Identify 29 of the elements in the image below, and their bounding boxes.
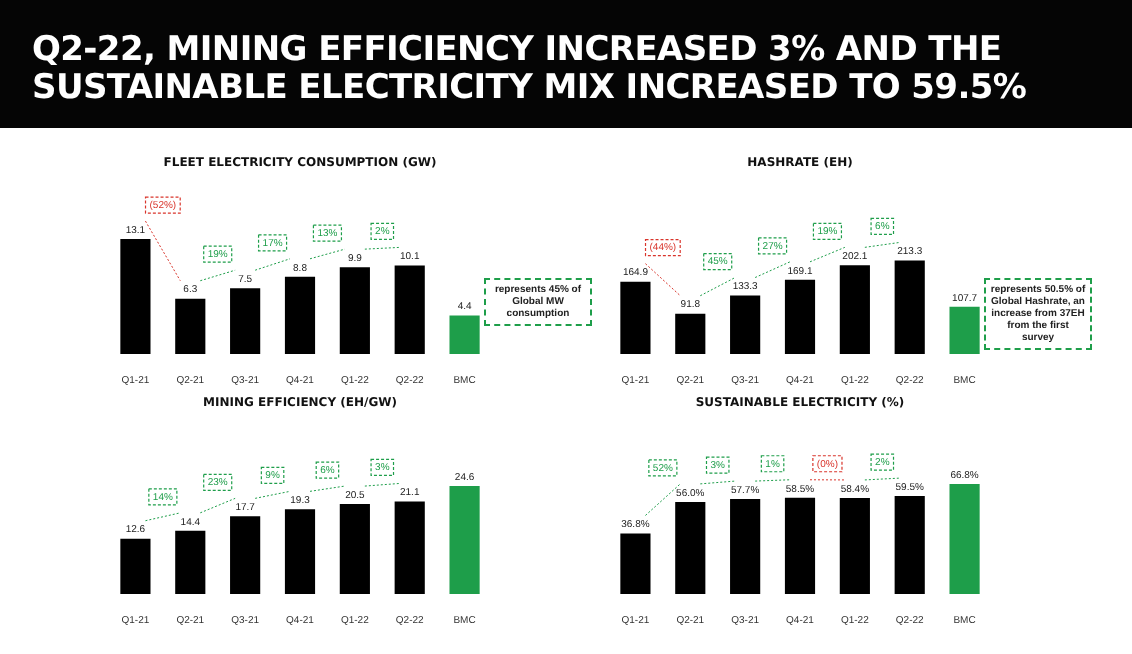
bar <box>894 496 925 594</box>
bar <box>394 501 425 594</box>
bar <box>449 486 480 594</box>
bar <box>449 315 480 354</box>
bar <box>284 276 316 354</box>
bar <box>784 497 816 594</box>
bar <box>894 260 925 354</box>
bar <box>675 313 706 354</box>
bar <box>230 516 261 594</box>
bar <box>394 265 425 354</box>
bar <box>839 265 870 354</box>
bar <box>339 267 370 354</box>
bar <box>284 509 316 594</box>
bar <box>730 295 761 354</box>
bar <box>339 504 370 594</box>
bar <box>730 499 761 594</box>
bar <box>949 306 980 354</box>
bar <box>839 497 870 594</box>
bar <box>784 279 816 354</box>
bar <box>230 288 261 354</box>
bar <box>620 281 651 354</box>
bar <box>175 530 206 594</box>
bar <box>175 298 206 354</box>
bar <box>120 538 151 594</box>
bar <box>675 501 706 594</box>
bar <box>120 239 151 354</box>
bar <box>949 484 980 594</box>
bar <box>620 533 651 594</box>
text: Q2-22, MINING EFFICIENCY INCREASED 3% AND THE SUSTAINABLE ELECTRICITY MIX INCREASED TO 59.5% <box>0 0 1132 128</box>
